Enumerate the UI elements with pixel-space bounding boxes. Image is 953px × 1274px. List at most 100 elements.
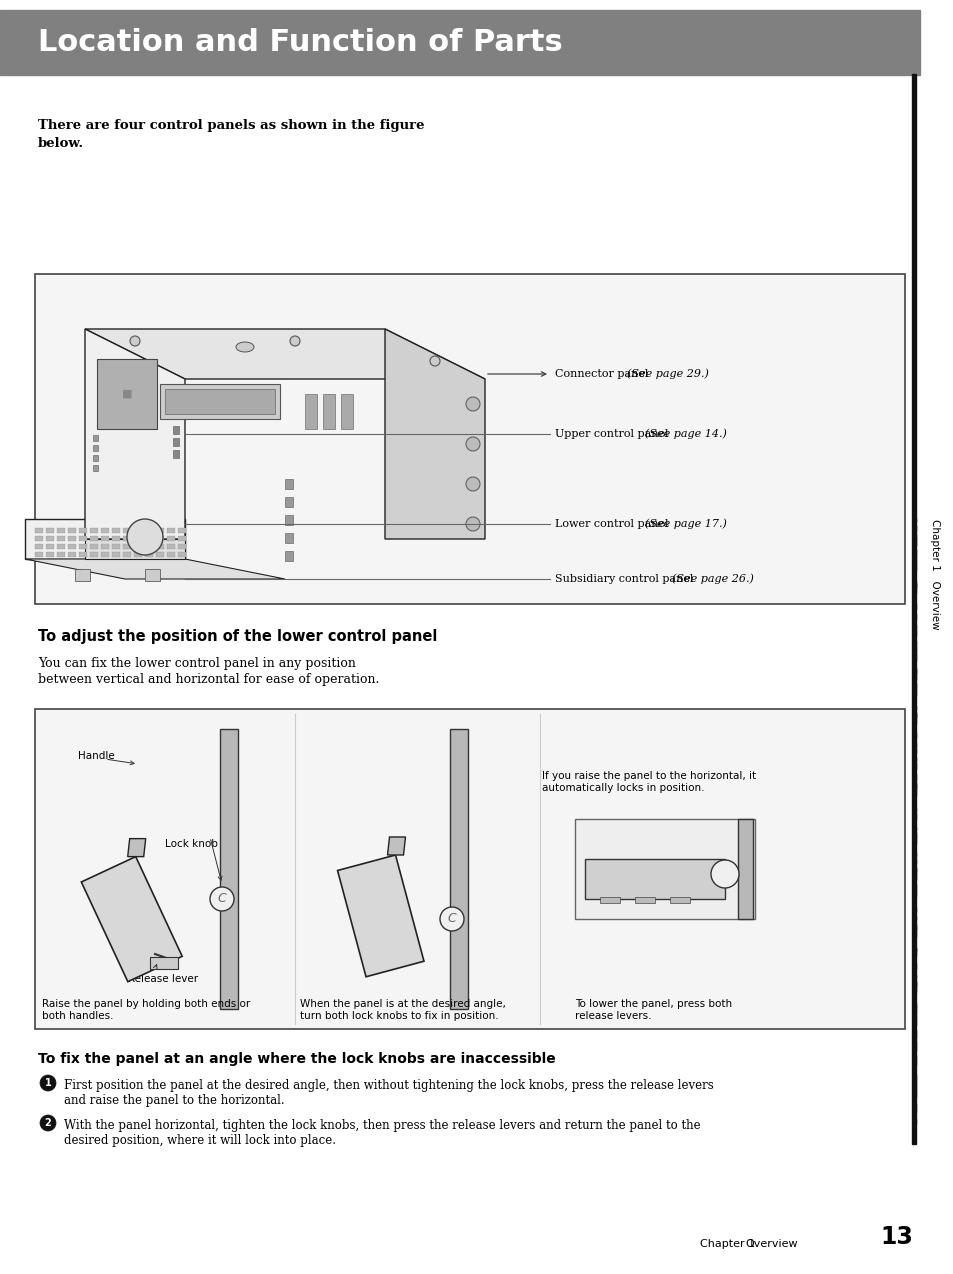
Bar bbox=[35, 527, 43, 533]
Bar bbox=[912, 859, 915, 862]
Text: Subsidiary control panel: Subsidiary control panel bbox=[555, 575, 696, 583]
Bar bbox=[57, 544, 65, 549]
Bar bbox=[112, 544, 120, 549]
Bar bbox=[912, 784, 915, 796]
Bar bbox=[178, 536, 186, 541]
Bar bbox=[156, 552, 164, 557]
Bar bbox=[79, 536, 87, 541]
Bar bbox=[912, 963, 915, 970]
Bar bbox=[912, 581, 915, 592]
Bar bbox=[912, 669, 915, 673]
Bar bbox=[584, 859, 724, 899]
Bar bbox=[156, 544, 164, 549]
Text: between vertical and horizontal for ease of operation.: between vertical and horizontal for ease… bbox=[38, 673, 379, 685]
Text: If you raise the panel to the horizontal, it
automatically locks in position.: If you raise the panel to the horizontal… bbox=[541, 771, 756, 792]
Circle shape bbox=[710, 860, 739, 888]
Bar bbox=[323, 394, 335, 429]
Bar bbox=[145, 552, 152, 557]
Text: You can fix the lower control panel in any position: You can fix the lower control panel in a… bbox=[38, 657, 355, 670]
Bar bbox=[912, 654, 915, 661]
Bar bbox=[912, 1041, 915, 1051]
Bar bbox=[90, 552, 98, 557]
Bar bbox=[912, 519, 915, 522]
Text: First position the panel at the desired angle, then without tightening the lock : First position the panel at the desired … bbox=[64, 1079, 713, 1107]
Bar bbox=[92, 434, 98, 441]
Bar bbox=[912, 832, 915, 837]
Bar bbox=[912, 683, 915, 696]
Bar bbox=[145, 569, 160, 581]
Bar bbox=[172, 450, 179, 457]
Bar bbox=[101, 527, 109, 533]
Bar bbox=[285, 515, 293, 525]
Bar bbox=[285, 497, 293, 507]
Bar bbox=[35, 710, 904, 1029]
Bar bbox=[172, 438, 179, 446]
Bar bbox=[35, 274, 904, 604]
Text: below.: below. bbox=[38, 138, 84, 150]
Bar bbox=[112, 536, 120, 541]
Bar bbox=[912, 733, 915, 738]
Bar bbox=[912, 538, 915, 547]
Polygon shape bbox=[387, 837, 405, 855]
Circle shape bbox=[430, 355, 439, 366]
Bar bbox=[46, 536, 54, 541]
Text: 2: 2 bbox=[45, 1119, 51, 1127]
Bar bbox=[912, 713, 915, 717]
Bar bbox=[150, 957, 178, 970]
Bar bbox=[912, 924, 915, 929]
Circle shape bbox=[465, 517, 479, 531]
Text: Release lever: Release lever bbox=[128, 975, 198, 984]
Circle shape bbox=[465, 397, 479, 412]
Bar bbox=[912, 1087, 915, 1097]
Bar bbox=[912, 549, 915, 557]
Bar bbox=[156, 527, 164, 533]
Bar bbox=[145, 544, 152, 549]
Text: There are four control panels as shown in the figure: There are four control panels as shown i… bbox=[38, 118, 424, 132]
Bar bbox=[912, 558, 915, 569]
Bar bbox=[90, 544, 98, 549]
Bar bbox=[912, 763, 915, 769]
Bar bbox=[167, 552, 174, 557]
Text: (See page 26.): (See page 26.) bbox=[672, 573, 754, 585]
Bar bbox=[79, 527, 87, 533]
Bar bbox=[912, 854, 915, 856]
Text: Lock knob: Lock knob bbox=[165, 840, 217, 848]
Bar bbox=[133, 552, 142, 557]
Text: Connector panel: Connector panel bbox=[555, 369, 651, 378]
Bar bbox=[123, 536, 131, 541]
Bar bbox=[178, 544, 186, 549]
Bar bbox=[35, 552, 43, 557]
Polygon shape bbox=[385, 329, 484, 539]
Bar bbox=[912, 907, 915, 912]
Circle shape bbox=[290, 336, 299, 347]
Bar bbox=[133, 527, 142, 533]
Bar bbox=[112, 552, 120, 557]
Bar bbox=[912, 757, 915, 761]
Bar bbox=[46, 527, 54, 533]
Text: Overview: Overview bbox=[744, 1240, 797, 1249]
Bar bbox=[912, 604, 915, 609]
Bar bbox=[79, 544, 87, 549]
Bar bbox=[912, 827, 915, 829]
Text: C: C bbox=[217, 893, 226, 906]
Bar bbox=[912, 982, 915, 986]
Text: 13: 13 bbox=[879, 1226, 912, 1249]
Bar bbox=[145, 536, 152, 541]
Bar bbox=[912, 646, 915, 652]
Bar bbox=[35, 536, 43, 541]
Bar bbox=[285, 479, 293, 489]
Bar bbox=[79, 552, 87, 557]
Bar bbox=[35, 544, 43, 549]
Polygon shape bbox=[25, 559, 285, 578]
Text: (See page 17.): (See page 17.) bbox=[644, 519, 726, 529]
Bar bbox=[912, 534, 915, 539]
Bar bbox=[0, 10, 919, 75]
Bar bbox=[46, 552, 54, 557]
Bar bbox=[912, 525, 915, 531]
Text: 1: 1 bbox=[45, 1078, 51, 1088]
Text: (See page 29.): (See page 29.) bbox=[626, 368, 708, 380]
Text: Chapter 1: Chapter 1 bbox=[700, 1240, 755, 1249]
Bar bbox=[912, 808, 915, 812]
Bar bbox=[912, 631, 915, 636]
Bar bbox=[599, 897, 619, 903]
